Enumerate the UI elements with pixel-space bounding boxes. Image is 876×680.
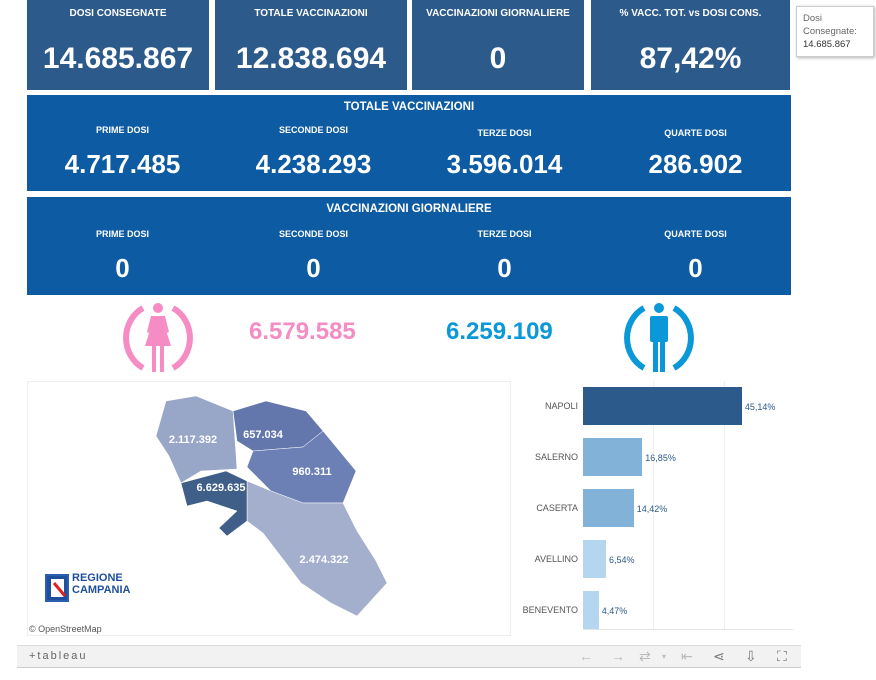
cell-label: PRIME DOSI (95, 125, 149, 135)
female-icon (123, 303, 193, 372)
male-icon (624, 303, 694, 372)
tableau-toolbar: +tableau ← → ⇄ ▾ ⇤ ⋖ ⇩ ⛶ (17, 645, 801, 668)
region-caserta (155, 395, 238, 484)
tooltip-value: 14.685.867 (803, 39, 851, 50)
map-attribution[interactable]: © OpenStreetMap (29, 624, 102, 634)
campania-map[interactable]: 2.117.392 657.034 960.311 6.629.635 2.47… (28, 382, 512, 637)
cell-prime-dosi: PRIME DOSI 4.717.485 (27, 125, 218, 180)
cell-terze-dosi: TERZE DOSI 3.596.014 (409, 128, 600, 180)
map-panel[interactable]: 2.117.392 657.034 960.311 6.629.635 2.47… (27, 381, 511, 636)
female-count: 6.579.585 (249, 318, 356, 345)
bar-salerno[interactable] (583, 438, 643, 476)
revert-icon[interactable]: ⇄ (639, 648, 651, 664)
tile-totale-vaccinazioni[interactable]: TOTALE VACCINAZIONI 12.838.694 (215, 0, 407, 90)
cell-label: TERZE DOSI (477, 229, 532, 239)
map-label-napoli: 6.629.635 (197, 482, 246, 494)
tile-value: 12.838.694 (235, 42, 387, 75)
tile-value: 0 (489, 42, 507, 75)
bar-caserta[interactable] (583, 489, 634, 527)
tile-label: VACCINAZIONI GIORNALIERE (426, 8, 570, 19)
tableau-logo[interactable]: +tableau (29, 650, 88, 662)
bar-value-label: 45,14% (744, 402, 776, 412)
tooltip: Dosi Consegnate: 14.685.867 (796, 6, 874, 57)
gridline (653, 381, 655, 629)
reset-icon[interactable]: ⇤ (681, 648, 693, 664)
cell-prime-dosi: PRIME DOSI 0 (27, 229, 218, 284)
bar-category-label: CASERTA (536, 503, 578, 513)
bar-category-label: SALERNO (534, 452, 578, 462)
bar-category-label: NAPOLI (544, 401, 578, 411)
share-icon[interactable]: ⋖ (713, 648, 725, 664)
bar-value-label: 4,47% (601, 606, 628, 616)
cell-value: 4.717.485 (64, 149, 181, 179)
regione-logo-icon (45, 574, 69, 602)
cell-value: 286.902 (648, 149, 743, 179)
map-label-salerno: 2.474.322 (300, 554, 349, 566)
bar-value-label: 6,54% (609, 555, 635, 565)
tile-value: 87,42% (639, 42, 742, 75)
cell-label: QUARTE DOSI (664, 128, 727, 138)
map-label-avellino: 960.311 (292, 466, 331, 478)
cell-seconde-dosi: SECONDE DOSI 0 (218, 229, 409, 284)
tile-label: DOSI CONSEGNATE (69, 8, 167, 19)
tile-vaccinazioni-giornaliere[interactable]: VACCINAZIONI GIORNALIERE 0 (412, 0, 584, 90)
axis-line (583, 629, 793, 630)
bar-benevento[interactable] (583, 591, 599, 629)
cell-label: QUARTE DOSI (664, 229, 727, 239)
map-label-benevento: 657.034 (243, 429, 284, 441)
tile-label: TOTALE VACCINAZIONI (254, 8, 368, 19)
fullscreen-icon[interactable]: ⛶ (777, 648, 787, 664)
male-count: 6.259.109 (446, 318, 553, 345)
tile-label: % VACC. TOT. vs DOSI CONS. (619, 8, 762, 19)
bar-avellino[interactable] (583, 540, 607, 578)
bar-napoli[interactable] (583, 387, 742, 425)
redo-icon[interactable]: → (611, 648, 625, 664)
cell-quarte-dosi: QUARTE DOSI 286.902 (600, 128, 791, 180)
cell-terze-dosi: TERZE DOSI 0 (409, 229, 600, 284)
totale-vaccinazioni-panel: TOTALE VACCINAZIONI PRIME DOSI 4.717.485 … (27, 95, 791, 191)
cell-seconde-dosi: SECONDE DOSI 4.238.293 (218, 125, 409, 180)
panel-title: VACCINAZIONI GIORNALIERE (326, 203, 492, 215)
tile-dosi-consegnate[interactable]: DOSI CONSEGNATE 14.685.867 (27, 0, 209, 90)
download-icon[interactable]: ⇩ (745, 648, 757, 664)
province-bar-chart: NAPOLI 45,14% SALERNO 16,85% CASERTA 14,42% AV… (510, 381, 793, 636)
tooltip-label: Dosi Consegnate: (803, 13, 857, 37)
cell-label: TERZE DOSI (477, 128, 532, 138)
tile-value: 14.685.867 (42, 42, 194, 75)
cell-value: 4.238.293 (255, 149, 372, 179)
tile-percentuale[interactable]: % VACC. TOT. vs DOSI CONS. 87,42% (591, 0, 790, 90)
bar-category-label: BENEVENTO (522, 605, 578, 615)
cell-value: 3.596.014 (446, 149, 563, 179)
undo-icon[interactable]: ← (579, 648, 593, 664)
cell-label: SECONDE DOSI (278, 125, 348, 135)
cell-value: 0 (688, 253, 703, 283)
region-napoli (180, 470, 248, 537)
cell-value: 0 (115, 253, 130, 283)
cell-label: PRIME DOSI (95, 229, 149, 239)
regione-logo-text: REGIONE CAMPANIA (72, 572, 131, 596)
bar-category-label: AVELLINO (534, 554, 578, 564)
cell-label: SECONDE DOSI (278, 229, 348, 239)
gridline (723, 381, 725, 629)
cell-value: 0 (306, 253, 321, 283)
map-label-caserta: 2.117.392 (169, 434, 217, 446)
bar-value-label: 16,85% (645, 453, 676, 463)
vaccinazioni-giornaliere-panel: VACCINAZIONI GIORNALIERE PRIME DOSI 0 SEC… (27, 197, 791, 295)
cell-quarte-dosi: QUARTE DOSI 0 (600, 229, 791, 284)
dropdown-icon[interactable]: ▾ (662, 652, 667, 661)
panel-title: TOTALE VACCINAZIONI (343, 101, 475, 113)
bar-value-label: 14,42% (636, 504, 668, 514)
cell-value: 0 (497, 253, 512, 283)
region-salerno (246, 480, 388, 617)
